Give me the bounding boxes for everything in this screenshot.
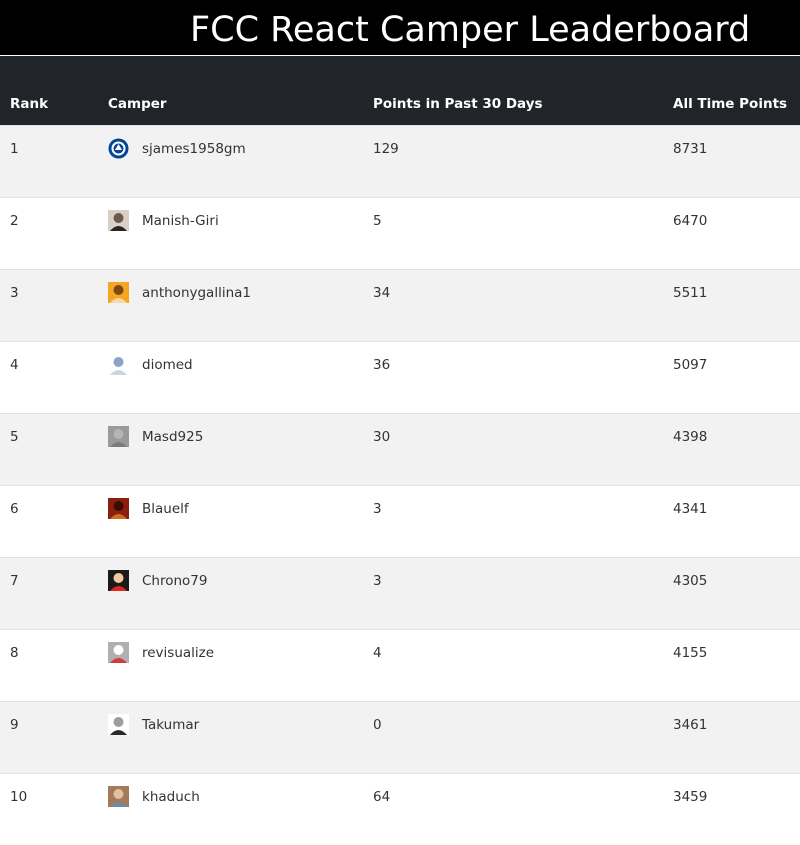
alltime-points-cell: 5097 [673,357,708,373]
column-header-recent-points[interactable]: Points in Past 30 Days [373,96,543,112]
avatar[interactable] [108,570,129,591]
table-row: 2 Manish-Giri 5 6470 [0,197,800,269]
recent-points-cell: 0 [373,717,382,733]
alltime-points-cell: 3461 [673,717,708,733]
table-row: 5 Masd925 30 4398 [0,413,800,485]
alltime-points-cell: 4155 [673,645,708,661]
table-row: 1 sjames1958gm 129 8731 [0,125,800,197]
recent-points-cell: 64 [373,789,391,805]
avatar[interactable] [108,426,129,447]
table-row: 3 anthonygallina1 34 5511 [0,269,800,341]
camper-username-link[interactable]: Manish-Giri [142,212,219,229]
alltime-points-cell: 8731 [673,141,708,157]
rank-cell: 2 [10,213,19,229]
rank-cell: 3 [10,285,19,301]
camper-cell: Chrono79 [108,570,208,591]
camper-username-link[interactable]: Chrono79 [142,572,208,589]
avatar[interactable] [108,714,129,735]
table-row: 7 Chrono79 3 4305 [0,557,800,629]
recent-points-cell: 30 [373,429,391,445]
camper-username-link[interactable]: Takumar [142,716,200,733]
avatar[interactable] [108,138,129,159]
column-header-camper[interactable]: Camper [108,96,167,112]
rank-cell: 9 [10,717,19,733]
alltime-points-cell: 4341 [673,501,708,517]
page-header: FCC React Camper Leaderboard [0,0,800,56]
avatar[interactable] [108,282,129,303]
leaderboard-table: Rank Camper Points in Past 30 Days All T… [0,56,800,845]
camper-cell: Manish-Giri [108,210,219,231]
alltime-points-cell: 6470 [673,213,708,229]
alltime-points-cell: 5511 [673,285,708,301]
camper-username-link[interactable]: Blauelf [142,500,189,517]
table-row: 4 diomed 36 5097 [0,341,800,413]
recent-points-cell: 5 [373,213,382,229]
camper-cell: Takumar [108,714,199,735]
camper-username-link[interactable]: Masd925 [142,428,204,445]
rank-cell: 4 [10,357,19,373]
camper-username-link[interactable]: khaduch [142,788,200,805]
recent-points-cell: 36 [373,357,391,373]
avatar[interactable] [108,354,129,375]
avatar[interactable] [108,210,129,231]
camper-username-link[interactable]: diomed [142,356,193,373]
camper-cell: revisualize [108,642,214,663]
rank-cell: 5 [10,429,19,445]
camper-cell: Blauelf [108,498,189,519]
recent-points-cell: 34 [373,285,391,301]
recent-points-cell: 3 [373,573,382,589]
recent-points-cell: 129 [373,141,399,157]
avatar[interactable] [108,642,129,663]
camper-username-link[interactable]: sjames1958gm [142,140,246,157]
table-row: 6 Blauelf 3 4341 [0,485,800,557]
camper-cell: anthonygallina1 [108,282,251,303]
camper-cell: sjames1958gm [108,138,246,159]
recent-points-cell: 4 [373,645,382,661]
column-header-rank[interactable]: Rank [10,96,49,112]
avatar[interactable] [108,498,129,519]
rank-cell: 7 [10,573,19,589]
page-title: FCC React Camper Leaderboard [190,10,751,50]
table-row: 10 khaduch 64 3459 [0,773,800,845]
table-body: 1 sjames1958gm 129 8731 2 Manish-Giri 5 6470 3 an… [0,125,800,845]
rank-cell: 1 [10,141,19,157]
camper-username-link[interactable]: anthonygallina1 [142,284,251,301]
rank-cell: 10 [10,789,28,805]
recent-points-cell: 3 [373,501,382,517]
avatar[interactable] [108,786,129,807]
camper-username-link[interactable]: revisualize [142,644,215,661]
column-header-alltime-points[interactable]: All Time Points [673,96,788,112]
table-header: Rank Camper Points in Past 30 Days All T… [0,56,800,125]
alltime-points-cell: 4398 [673,429,708,445]
table-row: 9 Takumar 0 3461 [0,701,800,773]
table-row: 8 revisualize 4 4155 [0,629,800,701]
rank-cell: 8 [10,645,19,661]
rank-cell: 6 [10,501,19,517]
camper-cell: diomed [108,354,193,375]
camper-cell: khaduch [108,786,200,807]
alltime-points-cell: 3459 [673,789,708,805]
camper-cell: Masd925 [108,426,203,447]
alltime-points-cell: 4305 [673,573,708,589]
